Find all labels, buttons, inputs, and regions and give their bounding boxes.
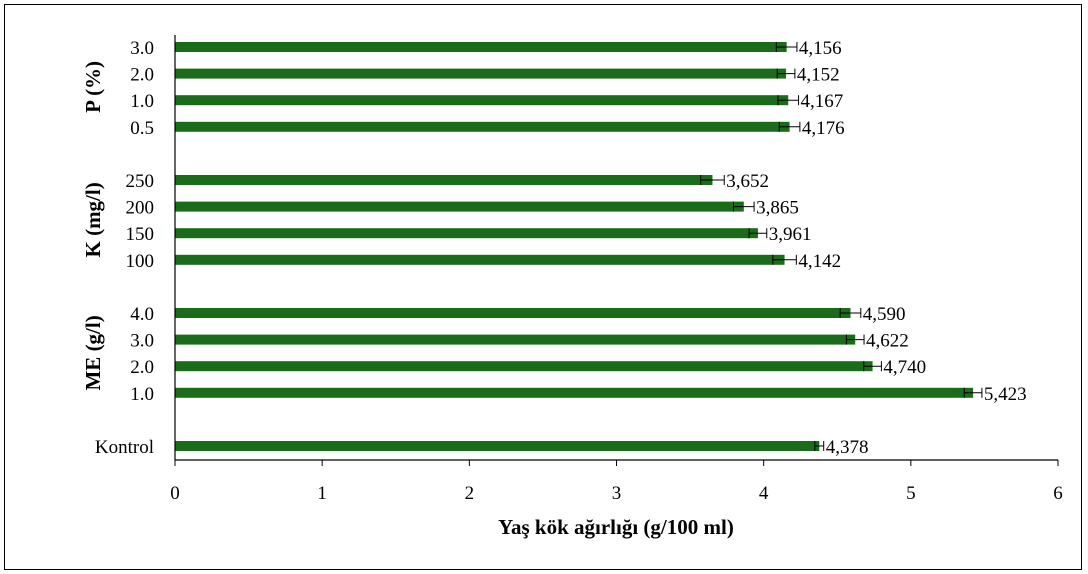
data-label: 3,961 [769,224,812,245]
category-label: 0.5 [130,118,154,139]
bars-layer [175,42,983,451]
x-tick-label: 2 [465,483,475,504]
bar [175,175,713,185]
bar [175,254,785,265]
bar [175,95,789,106]
category-label: 3.0 [130,331,154,352]
bar [175,334,856,345]
group-label: P (%) [81,61,105,113]
bar [175,201,744,212]
text-layer: 0 1 2 3 4 5 6 4,156 3.0 4,152 2.0 4,167 1.0 4,176 0.5 P… [81,38,1063,504]
data-label: 4,176 [802,118,845,139]
x-tick-label: 5 [906,483,916,504]
data-label: 4,378 [826,437,869,458]
x-tick-label: 6 [1053,483,1063,504]
data-label: 4,142 [798,251,841,272]
bar [175,308,851,318]
x-tick-label: 3 [612,483,622,504]
data-label: 4,152 [797,65,840,86]
bar [175,228,758,239]
data-label: 5,423 [984,384,1027,405]
group-label: K (mg/l) [81,182,105,257]
bar [175,361,873,372]
category-label: 150 [126,224,155,245]
data-label: 4,740 [883,357,926,378]
x-tick-label: 1 [317,483,327,504]
bar [175,42,787,52]
data-label: 3,652 [726,171,769,192]
category-label: 1.0 [130,384,154,405]
data-label: 4,622 [866,331,909,352]
data-label: 4,167 [801,91,844,112]
bar [175,441,820,451]
category-label: 1.0 [130,91,154,112]
data-label: 4,156 [799,38,842,59]
x-tick-label: 0 [170,483,180,504]
x-axis-title: Yaş kök ağırlığı (g/100 ml) [498,515,734,539]
bar [175,121,790,132]
category-label: Kontrol [95,437,154,458]
category-label: 3.0 [130,38,154,59]
axes-layer [174,35,1059,466]
group-label: ME (g/l) [81,315,105,390]
category-label: 200 [126,198,155,219]
x-tick-label: 4 [759,483,769,504]
category-label: 250 [126,171,155,192]
category-label: 2.0 [130,357,154,378]
bar [175,68,787,79]
category-label: 100 [126,251,155,272]
category-label: 4.0 [130,304,154,325]
data-label: 3,865 [756,198,799,219]
category-label: 2.0 [130,65,154,86]
bar [175,387,974,398]
data-label: 4,590 [863,304,906,325]
